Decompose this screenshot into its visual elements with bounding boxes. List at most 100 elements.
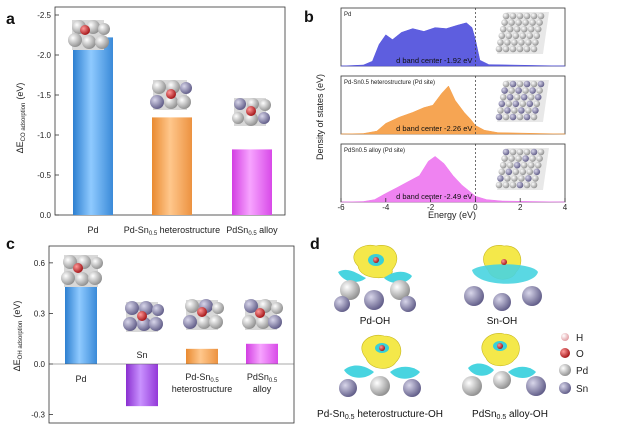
legend-h: H <box>576 333 583 344</box>
slab-atom <box>532 107 539 114</box>
slab-atom <box>522 155 529 162</box>
y-tick-label: -1.5 <box>37 91 51 100</box>
pdsn-alloy-co-structure-image <box>232 98 271 126</box>
x-tick-label: 0 <box>473 203 478 212</box>
cat-alloy-a: PdSn <box>226 225 248 235</box>
panel-c-category-alloy-1: PdSn0.5 <box>247 372 278 384</box>
sn-oh-structure-image <box>123 301 164 332</box>
y-tick-label: -2.0 <box>37 51 51 60</box>
slab-atom <box>523 45 531 53</box>
panel-a-category-pd: Pd <box>87 225 98 235</box>
slab-atom <box>505 100 513 108</box>
slab-atom <box>509 113 517 121</box>
slab-atom <box>530 148 538 156</box>
legend-o: O <box>576 349 584 360</box>
slab-atom <box>506 93 514 101</box>
panel-c-y-axis: 0.6 0.3 0.0 -0.3 <box>31 259 53 420</box>
panel-b-x-label: Energy (eV) <box>428 210 476 220</box>
y-tick-label: 0.3 <box>34 309 46 318</box>
slab-atom <box>527 161 535 169</box>
slab-atom <box>513 93 521 101</box>
sn-atom-legend-icon <box>559 382 571 394</box>
slab-atom <box>533 100 541 108</box>
slab-atom <box>526 32 534 40</box>
y-label-unit: (eV) <box>15 83 25 100</box>
slab-atom <box>495 113 503 121</box>
cat-het-c: heterostructure <box>157 225 220 235</box>
y-tick-label: 0.0 <box>34 360 46 369</box>
cat-alloy-c: alloy <box>257 225 279 235</box>
panel-b-x-axis: -6 -4 -2 0 2 4 <box>337 198 568 212</box>
slab-atom <box>536 87 543 94</box>
h-atom-legend-icon <box>561 333 569 341</box>
slab-atom <box>499 25 507 33</box>
slab-atom <box>523 12 531 20</box>
pd-oh-charge-density-image <box>334 244 416 312</box>
y-tick-label: -2.5 <box>37 11 51 20</box>
slab-atom <box>502 45 510 53</box>
pd-atom-legend-icon <box>559 364 571 376</box>
panel-c-category-heterostructure-2: heterostructure <box>172 384 233 394</box>
slab-atom <box>530 113 538 121</box>
panel-c-category-heterostructure-1: Pd-Sn0.5 <box>185 372 219 384</box>
c-het-b: 0.5 <box>210 378 219 384</box>
slab-atom <box>537 12 545 20</box>
slab-atom <box>532 39 539 46</box>
y-label-sub: CO adsorption <box>21 103 27 142</box>
slab-atom <box>529 155 536 162</box>
pdsn-alloy-slab-image <box>495 148 549 190</box>
slab-atom <box>537 148 545 156</box>
slab-atom <box>525 107 532 114</box>
slab-atom <box>499 161 507 169</box>
slab-atom <box>511 175 518 182</box>
slab-atom <box>513 25 521 33</box>
slab-atom <box>529 87 536 94</box>
pd-oh-structure-image <box>61 255 103 287</box>
panel-label-b: b <box>304 9 314 26</box>
slab-atom <box>512 100 520 108</box>
y-tick-label: -1.0 <box>37 131 51 140</box>
slab-atom <box>520 25 528 33</box>
slab-atom <box>515 87 522 94</box>
slab-atom <box>515 155 522 162</box>
slab-atom <box>512 32 520 40</box>
slab-atom <box>523 113 531 121</box>
slab-atom <box>511 107 518 114</box>
slab-atom <box>506 161 514 169</box>
slab-atom <box>525 175 532 182</box>
slab-atom <box>495 181 503 189</box>
slab-atom <box>519 32 527 40</box>
slab-atom <box>498 168 506 176</box>
panel-a-y-axis: -2.5 -2.0 -1.5 -1.0 -0.5 0.0 <box>37 11 59 220</box>
slab-atom <box>506 25 514 33</box>
pdsn-het-slab-image <box>495 80 549 122</box>
bar-0 <box>73 37 113 216</box>
bar-0 <box>65 279 97 364</box>
y-tick-label: 0.6 <box>34 259 46 268</box>
x-tick-label: -6 <box>337 203 345 212</box>
slab-atom <box>522 87 529 94</box>
y-tick-label: 0.0 <box>40 211 52 220</box>
d-band-center-annotation: d band center -2.26 eV <box>396 124 472 133</box>
c-alloy-b: 0.5 <box>269 378 278 384</box>
slab-atom <box>520 93 528 101</box>
panel-label-a: a <box>6 11 15 28</box>
slab-atom <box>508 19 515 26</box>
pdsn-alloy-oh-charge-density-image <box>462 333 546 396</box>
slab-atom <box>502 148 510 156</box>
slab-atom <box>523 148 531 156</box>
slab-atom <box>504 39 511 46</box>
dos-area <box>340 22 566 67</box>
legend-sn: Sn <box>576 384 588 395</box>
slab-atom <box>515 19 522 26</box>
slab-atom <box>516 12 524 20</box>
bar-1 <box>126 364 158 407</box>
dos-area <box>340 156 566 203</box>
slab-atom <box>509 181 517 189</box>
pd-co-structure-image <box>68 20 110 50</box>
slab-atom <box>498 100 506 108</box>
slab-atom <box>508 87 515 94</box>
slab-atom <box>516 80 524 88</box>
legend-pd: Pd <box>576 366 588 377</box>
